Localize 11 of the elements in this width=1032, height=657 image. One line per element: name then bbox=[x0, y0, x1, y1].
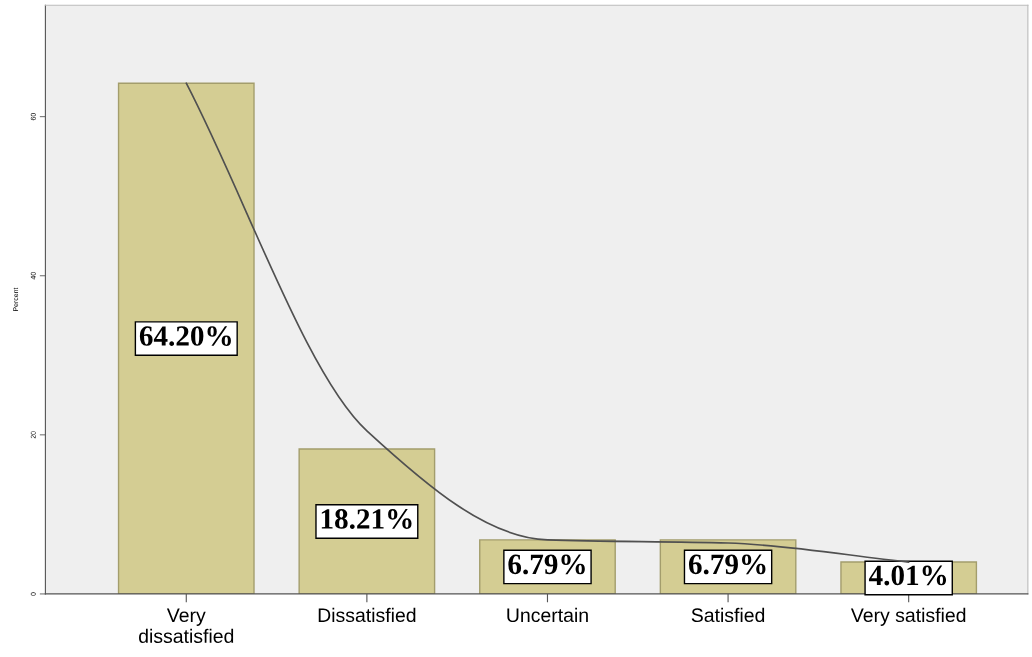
data-label: 4.01% bbox=[868, 565, 947, 586]
data-label: 64.20% bbox=[139, 326, 231, 346]
data-label: 18.21% bbox=[321, 509, 412, 529]
data-label: 6.79% bbox=[688, 554, 766, 575]
x-tick-label: Dissatisfied bbox=[318, 607, 416, 623]
bar bbox=[117, 82, 255, 594]
x-tick-label: Satisfied bbox=[691, 607, 765, 623]
data-label: 6.79% bbox=[508, 554, 585, 575]
x-tick-label: Uncertain bbox=[507, 607, 588, 623]
x-tick-label: Very dissatisfied bbox=[139, 608, 234, 644]
x-tick-label: Very satisfied bbox=[850, 607, 966, 626]
